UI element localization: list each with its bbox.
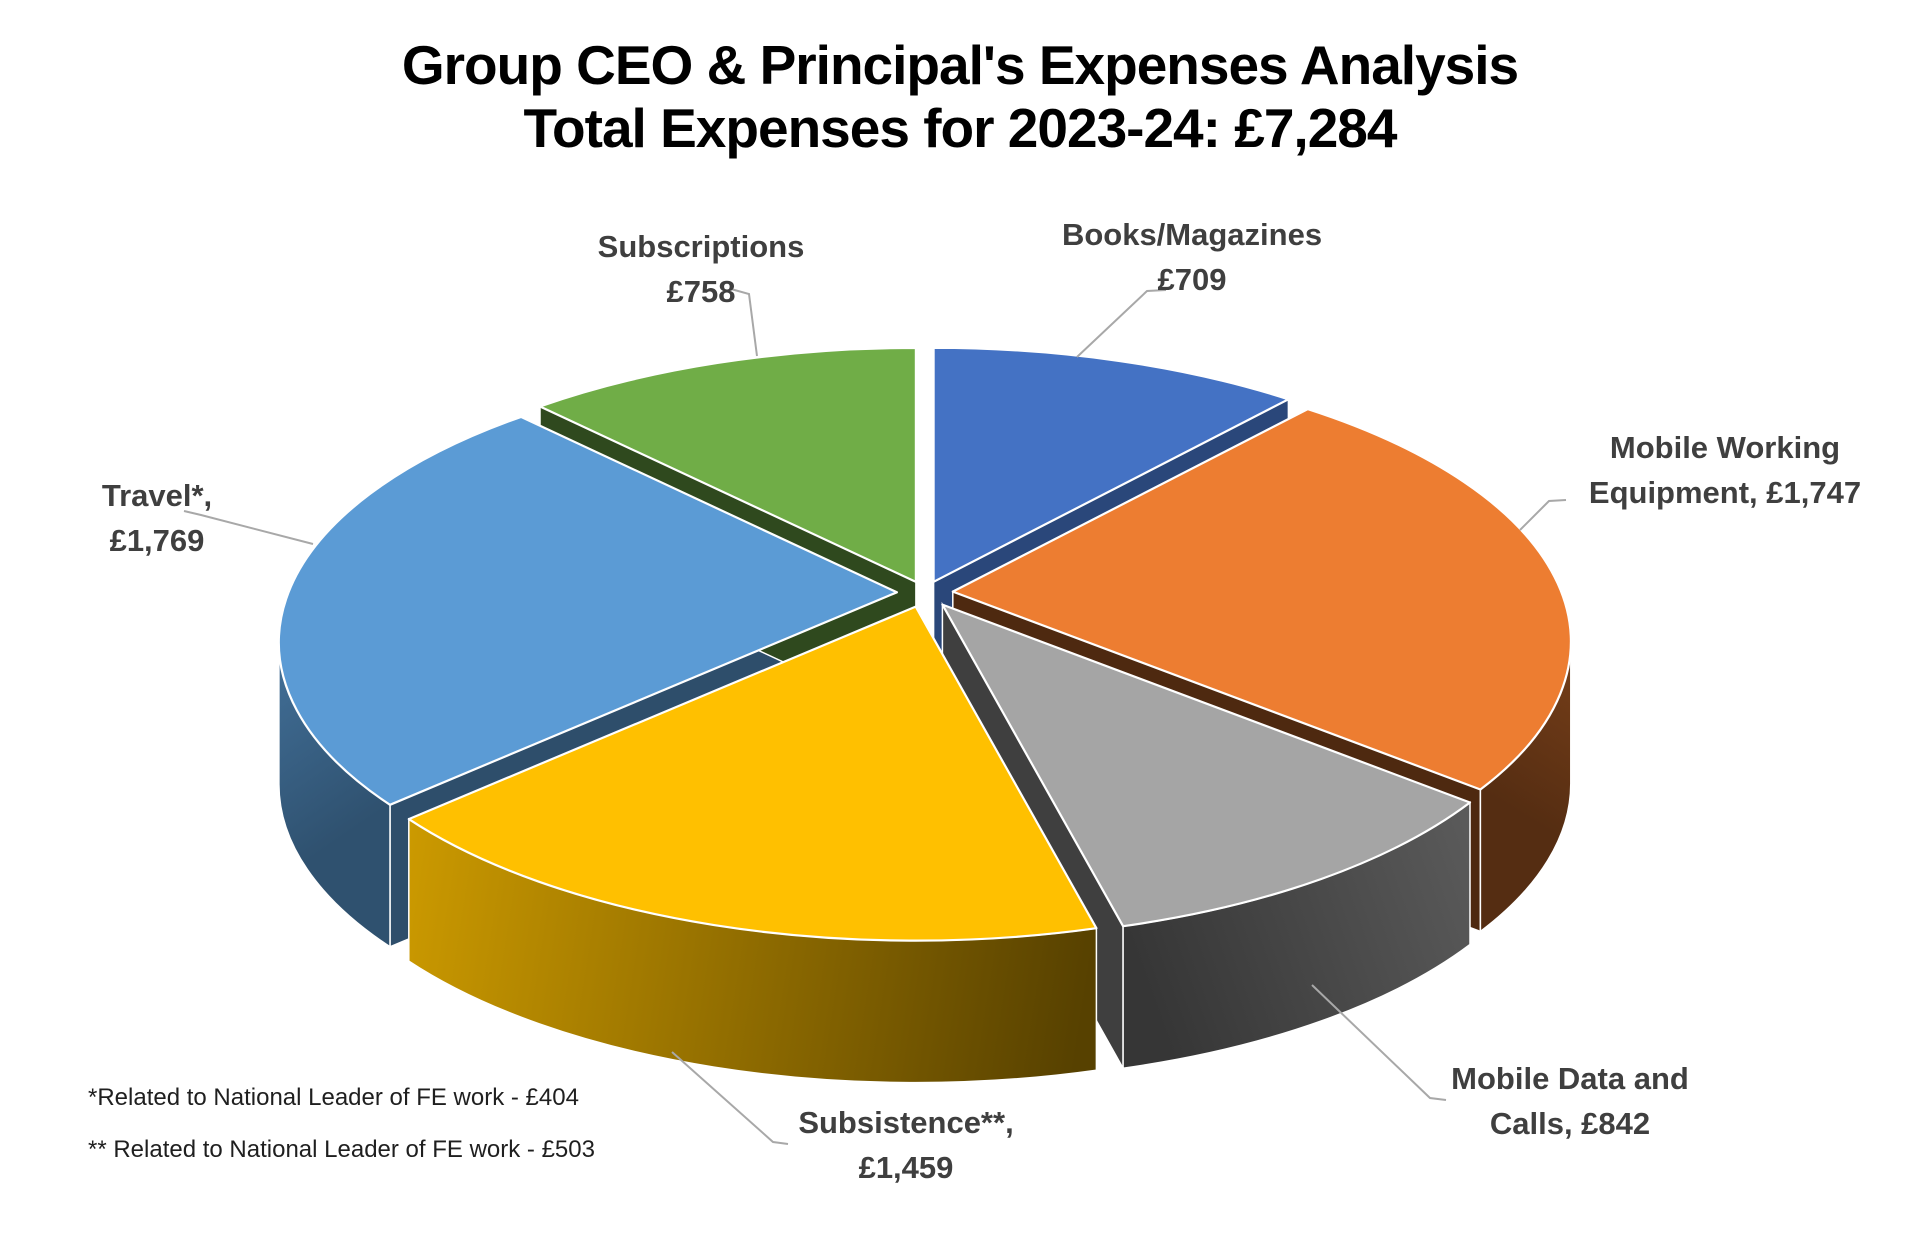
pie-slice-mobile-working-equipment[interactable]: [951, 408, 1572, 791]
pie-slice-travel[interactable]: [277, 415, 898, 806]
pie-slice-books-magazines[interactable]: [932, 346, 1290, 583]
footnote-travel: *Related to National Leader of FE work -…: [88, 1084, 579, 1111]
leader-line-subsistence: [671, 1051, 789, 1145]
chart-title-line1: Group CEO & Principal's Expenses Analysi…: [401, 34, 1519, 96]
leader-line-mobile-data-and-calls: [1311, 984, 1447, 1101]
chart-title-line2: Total Expenses for 2023-24: £7,284: [523, 97, 1398, 159]
footnote-subsistence: ** Related to National Leader of FE work…: [88, 1136, 595, 1163]
footnotes: *Related to National Leader of FE work -…: [88, 1084, 595, 1188]
pie-slice-subscriptions[interactable]: [538, 346, 917, 583]
leader-line-travel: [183, 510, 314, 545]
leader-line-mobile-working-equipment: [1519, 499, 1567, 531]
leader-line-books-magazines: [1076, 289, 1167, 358]
leader-line-subscriptions: [730, 288, 758, 357]
pie-slice-mobile-data-and-calls[interactable]: [941, 603, 1472, 928]
chart-title: Group CEO & Principal's Expenses Analysi…: [0, 34, 1920, 160]
pie-slice-subsistence[interactable]: [407, 605, 1098, 942]
